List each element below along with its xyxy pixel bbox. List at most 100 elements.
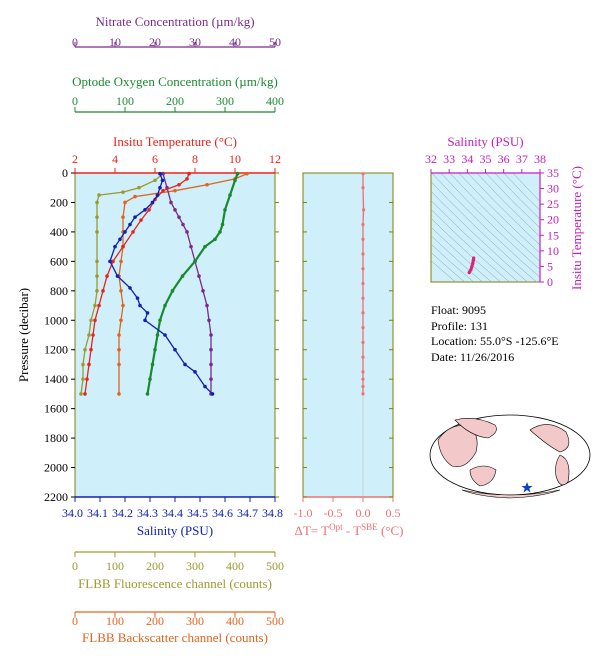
nitrate-profile-point — [209, 347, 213, 352]
oxygen-profile-point — [223, 208, 227, 212]
density-contour — [485, 173, 540, 229]
temperature-profile-point — [185, 177, 189, 181]
temperature-profile-point — [97, 303, 101, 308]
deltaT-point — [361, 377, 365, 381]
ts-point — [469, 267, 473, 272]
salinity-tick-label: 34.6 — [212, 506, 233, 520]
deltaT-point — [361, 311, 365, 315]
fluorescence-tick-label: 200 — [146, 559, 164, 573]
fluorescence-tick-label: 300 — [186, 559, 204, 573]
salinity-tick-label: 34.8 — [262, 506, 283, 520]
backscatter-profile-point — [119, 259, 123, 264]
nitrate-profile-point — [161, 171, 165, 176]
oxygen-profile-point — [218, 230, 222, 234]
backscatter-profile-point — [117, 392, 121, 396]
temperature-profile-point — [111, 259, 115, 264]
oxygen-tick-label: 300 — [216, 94, 234, 108]
salinity-profile-point — [150, 200, 155, 205]
density-contour — [440, 173, 540, 270]
oxygen-profile-point — [153, 347, 157, 352]
float-info: Float: 9095 Profile: 131 Location: 55.0°… — [431, 303, 559, 365]
backscatter-profile-point — [121, 215, 125, 219]
oxygen-profile-point — [155, 333, 160, 337]
ts-temperature-tick-label: 20 — [547, 213, 559, 227]
fluorescence-profile-point — [81, 362, 85, 367]
map-land — [454, 418, 497, 439]
oxygen-profile-point — [170, 289, 175, 293]
salinity-profile-point — [143, 318, 147, 323]
temperature-profile-point — [121, 244, 125, 249]
salinity-profile-point — [135, 296, 140, 300]
salinity-profile-point — [123, 230, 127, 234]
backscatter-tick-label: 300 — [186, 614, 204, 628]
deltaT-label-part: Opt — [329, 522, 343, 532]
temperature-profile-point — [161, 188, 165, 193]
fluorescence-profile-point — [121, 190, 125, 194]
salinity-tick-label: 34.3 — [137, 506, 158, 520]
salinity-profile-point — [128, 286, 132, 290]
oxygen-profile-point — [163, 303, 167, 308]
oxygen-profile-point — [150, 362, 155, 367]
fluorescence-profile-point — [95, 200, 99, 205]
oxygen-profile-point — [235, 171, 240, 176]
nitrate-profile-point — [189, 244, 193, 249]
main-plot-area — [74, 172, 276, 498]
oxygen-profile-point — [193, 259, 197, 264]
oxygen-tick-label: 0 — [72, 94, 78, 108]
fluorescence-profile-point — [95, 215, 99, 219]
fluorescence-profile-point — [95, 289, 99, 293]
salinity-profile-point — [158, 185, 162, 190]
fluorescence-tick-label: 0 — [72, 559, 78, 573]
salinity-profile-point — [158, 171, 162, 176]
profile-number: Profile: 131 — [431, 318, 488, 333]
deltaT-point — [361, 296, 365, 300]
deltaT-tick-label: -1.0 — [294, 506, 313, 520]
deltaT-label-part: - T — [343, 523, 362, 538]
fluorescence-profile-line — [80, 173, 164, 394]
map-land — [529, 424, 570, 453]
salinity-tick-label: 34.2 — [112, 506, 133, 520]
ts-point — [470, 264, 474, 269]
pressure-tick-label: 800 — [50, 284, 68, 298]
ts-temperature-tick-label: 10 — [547, 244, 559, 258]
salinity-profile-point — [210, 392, 215, 396]
oxygen-profile-point — [220, 222, 225, 227]
nitrate-profile-point — [201, 289, 205, 293]
salinity-tick-label: 34.5 — [187, 506, 208, 520]
temperature-tick-label: 12 — [269, 152, 281, 166]
pressure-tick-label: 1200 — [44, 343, 68, 357]
nitrate-tick-label: 30 — [189, 35, 201, 49]
deltaT-point — [361, 392, 365, 396]
fluorescence-axis-label: FLBB Fluorescence channel (counts) — [78, 576, 272, 591]
ts-temperature-tick-label: 5 — [547, 259, 553, 273]
density-contour — [458, 173, 540, 254]
pressure-tick-label: 400 — [50, 225, 68, 239]
salinity-profile-point — [163, 333, 167, 337]
pressure-tick-label: 1000 — [44, 313, 68, 327]
ts-salinity-tick-label: 38 — [534, 152, 546, 166]
deltaT-point — [361, 186, 365, 190]
temperature-tick-label: 10 — [229, 152, 241, 166]
ts-salinity-axis-label: Salinity (PSU) — [447, 134, 523, 149]
density-contour — [431, 190, 528, 282]
salinity-profile-point — [108, 259, 112, 264]
salinity-tick-label: 34.1 — [87, 506, 108, 520]
nitrate-tick-label: 0 — [72, 35, 78, 49]
nitrate-tick-label: 50 — [269, 35, 281, 49]
density-contour — [431, 181, 537, 282]
deltaT-tick-label: 0.5 — [386, 506, 401, 520]
pressure-tick-label: 200 — [50, 195, 68, 209]
oxygen-profile-point — [233, 178, 237, 183]
temperature-tick-label: 4 — [112, 152, 118, 166]
nitrate-tick-label: 40 — [229, 35, 241, 49]
density-contour — [431, 209, 510, 282]
salinity-profile-point — [155, 193, 160, 197]
temperature-profile-point — [139, 218, 143, 222]
deltaT-point — [362, 208, 366, 212]
fluorescence-profile-point — [81, 377, 85, 381]
pressure-tick-label: 1600 — [44, 402, 68, 416]
map-land — [437, 425, 478, 467]
nitrate-profile-point — [209, 377, 213, 381]
salinity-tick-label: 34.0 — [62, 506, 83, 520]
